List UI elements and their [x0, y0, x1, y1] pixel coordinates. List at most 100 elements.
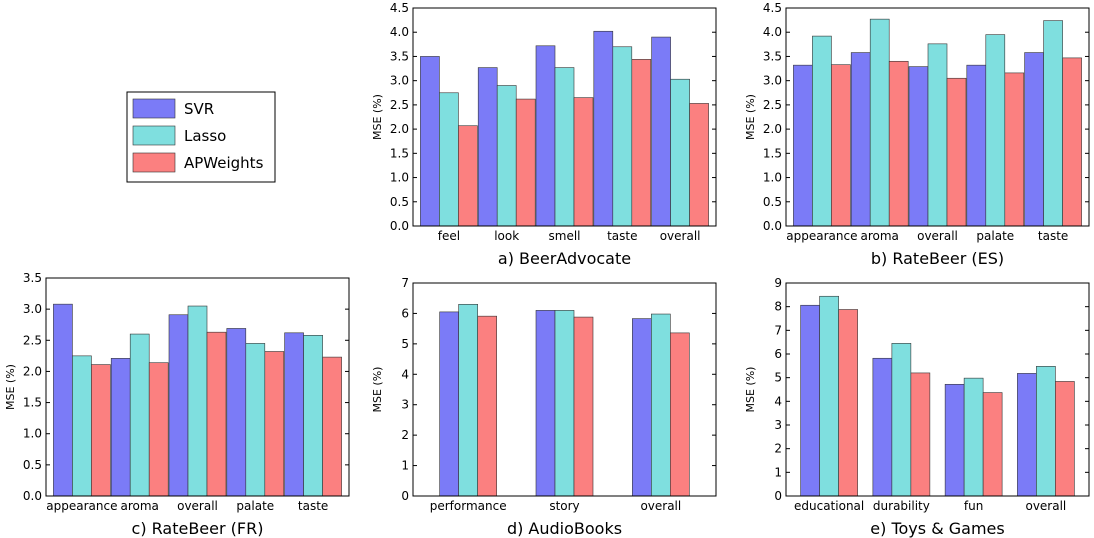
bar-apweights-taste — [631, 59, 652, 227]
bar-apweights-overall — [689, 103, 709, 227]
x-tick-label-educational: educational — [794, 499, 864, 513]
bar-lasso-palate — [245, 343, 266, 497]
x-tick-label-aroma: aroma — [120, 499, 158, 513]
bar-apweights-appearance — [91, 364, 111, 497]
chart-caption: e) Toys & Games — [870, 519, 1004, 538]
x-tick-label-aroma: aroma — [860, 229, 898, 243]
axes-frame — [412, 7, 717, 227]
bar-lasso-taste — [612, 46, 633, 227]
x-tick-label-story: story — [549, 499, 579, 513]
bar-svr-palate — [966, 64, 987, 227]
bar-svr-appearance — [53, 303, 73, 497]
y-tick-label: 3.0 — [23, 302, 42, 316]
y-axis-label: MSE (%) — [371, 367, 384, 413]
chart-caption: d) AudioBooks — [507, 519, 622, 538]
y-tick-label: 1.5 — [763, 146, 782, 160]
bar-svr-educational — [800, 304, 820, 497]
bar-lasso-overall — [927, 43, 948, 227]
bar-svr-taste — [284, 332, 304, 497]
x-tick-label-overall: overall — [177, 499, 218, 513]
x-tick-label-taste: taste — [1038, 229, 1068, 243]
bar-svr-performance — [439, 311, 459, 497]
y-tick-label: 4.5 — [390, 1, 409, 15]
bar-svr-durability — [872, 357, 893, 497]
legend-swatch-svr — [132, 98, 176, 119]
y-tick-label: 8 — [774, 300, 782, 314]
bar-apweights-taste — [1062, 57, 1082, 227]
y-tick-label: 3.0 — [390, 74, 409, 88]
y-tick-label: 4.0 — [390, 25, 409, 39]
chart-panel-b-ratebeer-es: appearance aroma overall palate taste 0.0 0.5 1… — [744, 1, 1090, 268]
axes-frame — [45, 277, 350, 497]
y-tick-label: 2.0 — [23, 364, 42, 378]
bar-svr-feel — [420, 56, 440, 227]
y-tick-label: 4.5 — [763, 1, 782, 15]
y-tick-label: 5 — [774, 371, 782, 385]
bar-apweights-performance — [477, 315, 497, 497]
y-tick-label: 0.5 — [23, 458, 42, 472]
bar-lasso-performance — [458, 303, 478, 497]
bar-svr-overall — [651, 36, 671, 227]
bar-lasso-taste — [1043, 20, 1063, 227]
bar-apweights-appearance — [831, 64, 851, 227]
y-axis-label: MSE (%) — [371, 94, 384, 140]
bar-svr-smell — [535, 45, 556, 227]
x-tick-label-look: look — [494, 229, 519, 243]
bar-svr-overall — [632, 318, 652, 497]
bar-svr-taste — [593, 30, 614, 227]
y-tick-label: 2 — [774, 442, 782, 456]
x-tick-label-performance: performance — [430, 499, 507, 513]
chart-caption: a) BeerAdvocate — [498, 249, 631, 268]
legend-swatch-apweights — [132, 152, 176, 173]
y-tick-label: 0.5 — [763, 195, 782, 209]
bar-lasso-overall — [187, 305, 208, 497]
y-tick-label: 1 — [774, 465, 782, 479]
y-axis-label: MSE (%) — [744, 367, 757, 413]
bar-apweights-smell — [573, 97, 594, 227]
bar-lasso-story — [554, 310, 575, 497]
bar-apweights-durability — [910, 372, 931, 497]
legend-label-lasso: Lasso — [184, 127, 226, 145]
x-tick-label-palate: palate — [236, 499, 274, 513]
chart-caption: c) RateBeer (FR) — [132, 519, 264, 538]
legend-label-apweights: APWeights — [184, 154, 264, 172]
x-tick-label-taste: taste — [298, 499, 328, 513]
y-tick-label: 9 — [774, 276, 782, 290]
y-tick-label: 4 — [774, 394, 782, 408]
x-tick-label-durability: durability — [873, 499, 930, 513]
bar-lasso-overall — [1036, 366, 1056, 497]
bar-lasso-appearance — [72, 355, 92, 497]
bar-lasso-feel — [439, 92, 459, 227]
legend-swatch-lasso — [132, 125, 176, 146]
bar-apweights-story — [573, 316, 594, 497]
bar-apweights-fun — [982, 392, 1003, 497]
bar-apweights-overall — [206, 331, 227, 497]
y-tick-label: 0 — [401, 489, 409, 503]
x-tick-label-smell: smell — [549, 229, 581, 243]
y-tick-label: 2.5 — [23, 333, 42, 347]
y-tick-label: 4 — [401, 367, 409, 381]
bar-svr-taste — [1024, 52, 1044, 227]
y-tick-label: 0.0 — [763, 219, 782, 233]
x-tick-label-overall: overall — [917, 229, 958, 243]
chart-panel-d-audiobooks: performance story overall 0 1 2 3 4 5 6 7 MSE (%) d)… — [371, 276, 717, 538]
bar-lasso-educational — [819, 295, 839, 497]
bar-svr-overall — [1017, 373, 1037, 497]
bar-lasso-aroma — [869, 18, 890, 227]
chart-panel-e-toys-games: educational durability fun overall 0 1 2 3 4 5 6 7 8… — [744, 276, 1090, 538]
bar-apweights-palate — [264, 351, 285, 497]
bar-svr-fun — [944, 383, 965, 497]
bar-lasso-fun — [963, 377, 984, 497]
bar-svr-story — [535, 310, 556, 497]
y-tick-label: 1.0 — [23, 427, 42, 441]
bar-apweights-taste — [322, 356, 342, 497]
y-tick-label: 6 — [774, 347, 782, 361]
bar-apweights-aroma — [148, 362, 169, 497]
bar-lasso-smell — [554, 67, 575, 227]
bar-apweights-educational — [838, 309, 858, 497]
y-tick-label: 0 — [774, 489, 782, 503]
y-axis-label: MSE (%) — [4, 364, 17, 410]
y-tick-label: 7 — [401, 276, 409, 290]
bar-svr-palate — [226, 328, 247, 497]
bar-svr-aroma — [850, 52, 871, 227]
